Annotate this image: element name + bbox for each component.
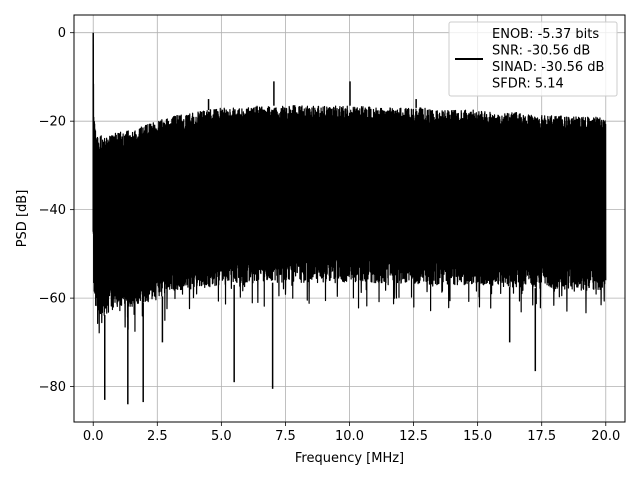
y-tick-label: −20: [39, 115, 66, 130]
legend-entry-snr: SNR: -30.56 dB: [492, 44, 590, 59]
legend-entry-sfdr: SFDR: 5.14: [492, 77, 564, 92]
y-tick-label: −60: [39, 292, 66, 307]
x-tick-label: 2.5: [147, 429, 168, 444]
legend-box: [448, 21, 618, 97]
x-tick-label: 7.5: [275, 429, 296, 444]
x-tick-label: 0.0: [83, 429, 104, 444]
x-tick-label: 17.5: [527, 429, 556, 444]
x-tick-label: 15.0: [463, 429, 492, 444]
psd-trace: [92, 44, 607, 334]
plot-area: [92, 32, 607, 405]
x-axis-ticks: 0.0 2.5 5.0 7.5 10.0 12.5 15.0 17.5 20.0: [83, 422, 620, 444]
legend-entry-enob: ENOB: -5.37 bits: [492, 27, 599, 42]
y-tick-label: −40: [39, 203, 66, 218]
x-tick-label: 10.0: [335, 429, 364, 444]
legend-entry-sinad: SINAD: -30.56 dB: [492, 60, 604, 75]
y-tick-label: −80: [39, 380, 66, 395]
x-axis-label: Frequency [MHz]: [295, 451, 404, 466]
y-tick-label: 0: [58, 26, 66, 41]
x-tick-label: 20.0: [591, 429, 620, 444]
legend: ENOB: -5.37 bits SNR: -30.56 dB SINAD: -…: [448, 21, 618, 97]
x-tick-label: 5.0: [211, 429, 232, 444]
y-axis-label: PSD [dB]: [15, 190, 30, 248]
y-axis-ticks: 0 −20 −40 −60 −80: [39, 26, 74, 395]
x-tick-label: 12.5: [399, 429, 428, 444]
